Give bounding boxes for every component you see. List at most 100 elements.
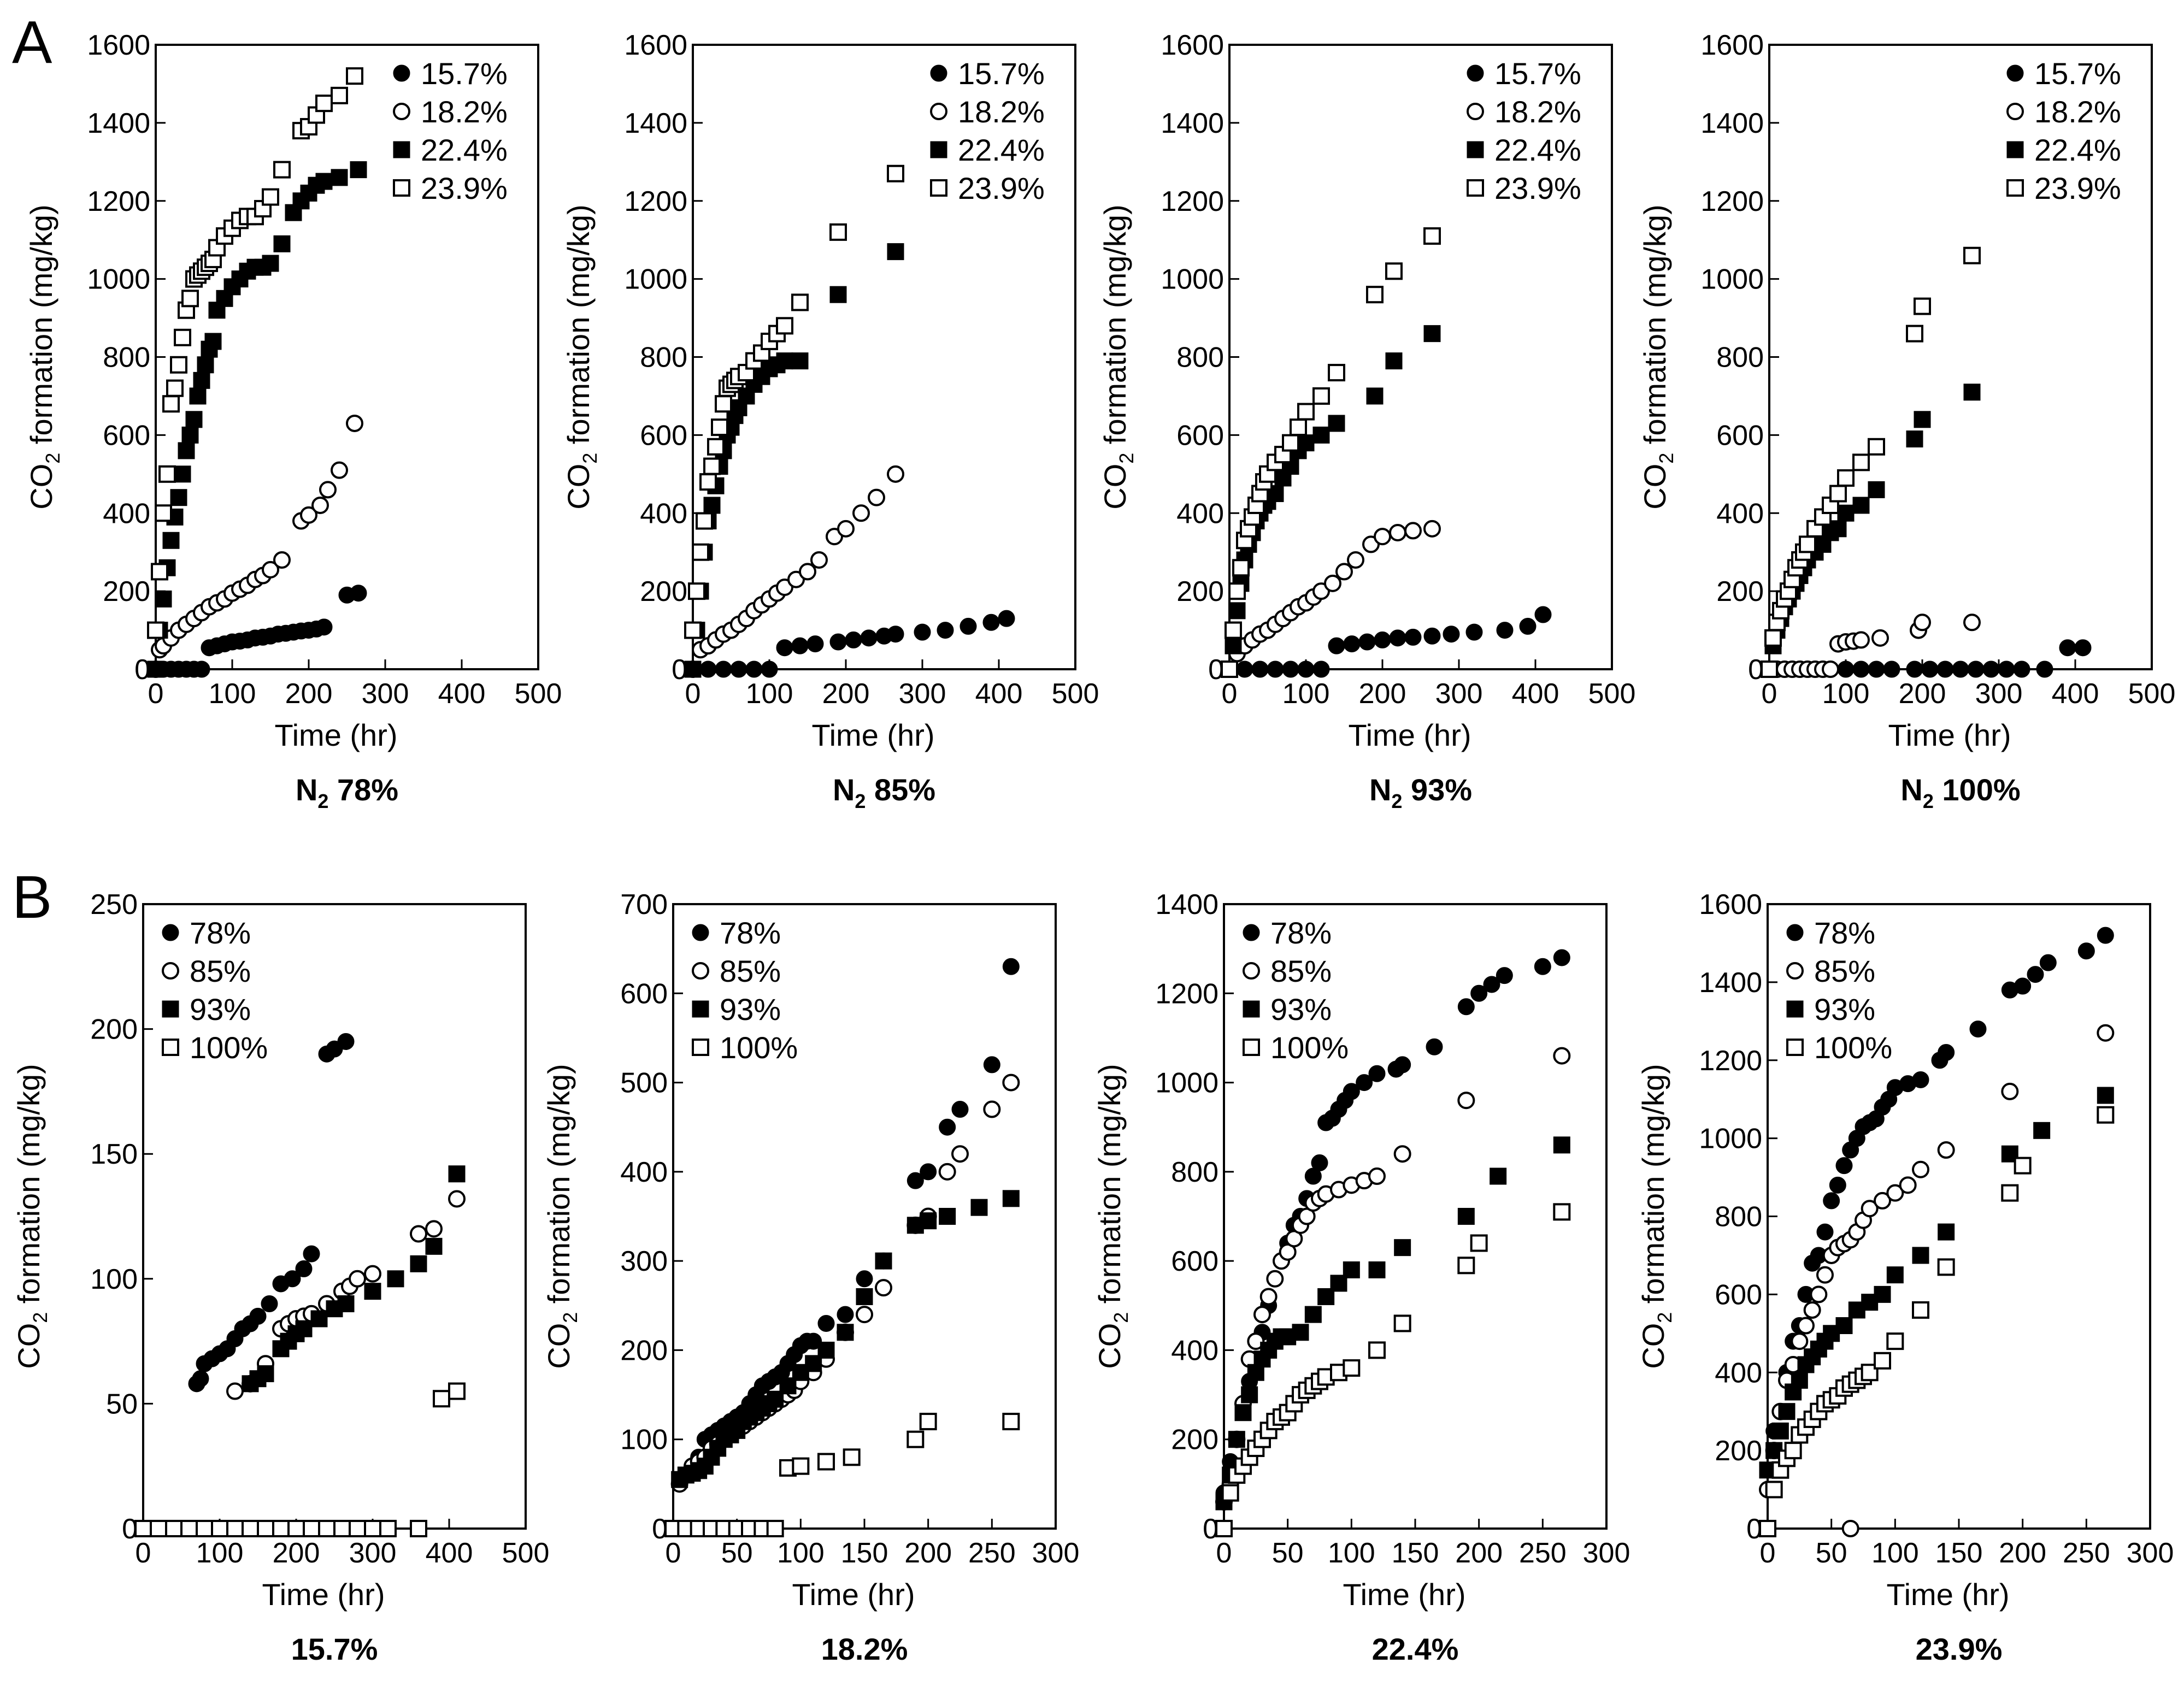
- series-100%: [664, 1413, 1020, 1537]
- data-point: [1394, 1239, 1411, 1257]
- data-point: [1886, 1184, 1904, 1202]
- y-tick-label: 1200: [624, 186, 687, 217]
- y-tick-label: 600: [1176, 420, 1224, 451]
- legend-marker: [1243, 1000, 1260, 1018]
- y-tick-label: 100: [620, 1424, 668, 1456]
- data-point: [262, 255, 279, 272]
- data-point: [2074, 639, 2092, 657]
- data-point: [349, 1520, 366, 1537]
- series-85%: [1759, 1024, 2115, 1537]
- chart-title: 22.4%: [1372, 1632, 1459, 1666]
- data-point: [337, 1033, 355, 1050]
- data-point: [1483, 976, 1500, 993]
- data-point: [1002, 958, 1020, 975]
- data-point: [364, 1520, 381, 1537]
- data-point: [1829, 485, 1847, 503]
- data-point: [284, 1270, 301, 1288]
- data-point: [2097, 1106, 2115, 1124]
- data-point: [333, 1520, 351, 1537]
- data-point: [300, 506, 317, 524]
- x-tick-label: 100: [777, 1537, 825, 1569]
- data-point: [1490, 1167, 1507, 1185]
- x-tick-label: 0: [148, 678, 164, 710]
- data-point: [983, 1100, 1001, 1118]
- data-point: [1874, 1191, 1891, 1210]
- series-93%: [671, 1190, 1020, 1488]
- legend-marker: [930, 64, 947, 82]
- data-point: [937, 622, 954, 639]
- data-point: [1423, 627, 1441, 645]
- x-tick-label: 500: [1588, 678, 1636, 710]
- data-point: [1368, 1167, 1386, 1185]
- y-tick-label: 800: [103, 342, 150, 374]
- data-point: [860, 629, 878, 647]
- x-tick-label: 300: [1975, 678, 2023, 710]
- y-tick-label: 200: [1715, 1435, 1762, 1467]
- chart-1: 0 100 200 300 400 500020040060080010001200140…: [24, 30, 562, 812]
- data-point: [273, 161, 291, 179]
- data-point: [185, 411, 203, 428]
- legend-label: 93%: [720, 992, 781, 1027]
- data-point: [1784, 1442, 1802, 1460]
- data-point: [1404, 628, 1422, 646]
- data-point: [1393, 1314, 1411, 1332]
- data-point: [433, 1390, 450, 1408]
- legend-label: 22.4%: [1494, 133, 1581, 167]
- data-point: [1761, 660, 1778, 678]
- y-tick-label: 1200: [1700, 186, 1764, 217]
- x-tick-label: 500: [515, 678, 562, 710]
- series-78%: [134, 1033, 355, 1537]
- chart-title: 18.2%: [821, 1632, 908, 1666]
- legend: 15.7% 18.2% 22.4% 23.9%: [2006, 56, 2121, 205]
- data-point: [1822, 660, 1839, 678]
- x-tick-label: 0: [1760, 1537, 1776, 1569]
- data-point: [699, 473, 717, 491]
- data-point: [181, 290, 199, 308]
- series-100%: [1215, 1203, 1571, 1537]
- y-tick-label: 1600: [1161, 30, 1224, 61]
- legend-label: 100%: [190, 1030, 268, 1065]
- data-point: [295, 1320, 313, 1337]
- data-point: [1002, 1190, 1020, 1207]
- chart-6: 0 50 100 150 200 250 3000100200300400500600700…: [541, 889, 1079, 1666]
- data-point: [1426, 1038, 1443, 1055]
- y-tick-label: 150: [90, 1139, 138, 1170]
- y-tick-label: 800: [1171, 1157, 1218, 1188]
- data-point: [1328, 637, 1345, 654]
- x-tick-label: 100: [1822, 678, 1870, 710]
- x-tick-label: 150: [1935, 1537, 1983, 1569]
- data-point: [1002, 1413, 1020, 1431]
- data-point: [776, 639, 793, 657]
- legend-marker: [393, 64, 410, 82]
- data-point: [1328, 364, 1345, 382]
- data-point: [311, 496, 329, 514]
- data-point: [315, 618, 333, 636]
- data-point: [1534, 606, 1552, 623]
- data-point: [162, 532, 180, 549]
- y-tick-label: 1000: [1700, 264, 1764, 296]
- y-tick-label: 1200: [87, 186, 150, 217]
- data-point: [331, 461, 348, 479]
- data-point: [272, 1520, 290, 1537]
- y-axis-label: CO2 formation (mg/kg): [1098, 204, 1138, 509]
- data-point: [193, 660, 210, 678]
- data-point: [1292, 1324, 1309, 1341]
- data-point: [1759, 1520, 1776, 1537]
- data-point: [1998, 660, 2015, 678]
- data-point: [331, 169, 348, 186]
- legend-label: 93%: [190, 992, 251, 1027]
- data-point: [1228, 602, 1246, 620]
- data-point: [1841, 1520, 1859, 1537]
- data-point: [2097, 927, 2114, 944]
- data-point: [843, 1448, 861, 1466]
- data-point: [249, 1307, 267, 1325]
- data-point: [197, 356, 214, 374]
- data-point: [331, 86, 348, 104]
- data-point: [346, 67, 363, 85]
- x-axis-label: Time (hr): [1886, 1577, 2009, 1612]
- data-point: [829, 286, 847, 303]
- data-point: [1443, 626, 1460, 643]
- data-point: [692, 543, 709, 561]
- data-point: [1534, 958, 1551, 975]
- data-point: [1912, 1160, 1929, 1178]
